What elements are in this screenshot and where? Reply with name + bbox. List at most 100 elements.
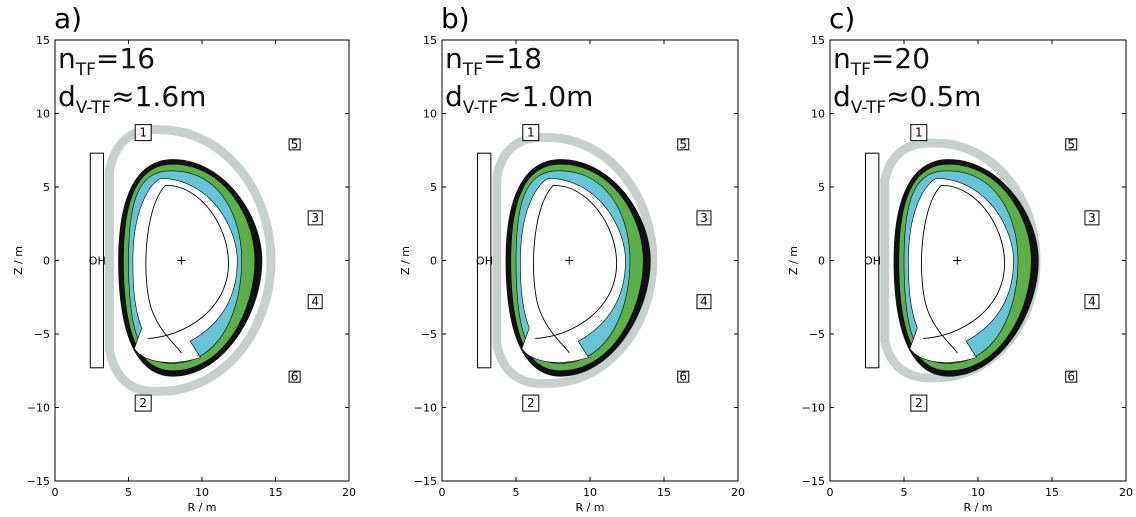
x-tick-label: 20 <box>731 486 745 499</box>
pf-coil-label: 2 <box>139 396 147 410</box>
plasma-chamber <box>520 177 626 363</box>
y-tick-label: −10 <box>802 402 825 415</box>
panel-a: a) OH 1 2 3 4 5 6 0 5 10 15 20 15 10 5 0 −5 −10 −15 R / m Z /… <box>12 2 356 514</box>
y-tick-label: 5 <box>430 181 437 194</box>
y-tick-label: 15 <box>36 34 50 47</box>
oh-solenoid <box>865 152 880 369</box>
y-axis-label: Z / m <box>399 246 412 275</box>
pf-coil-label: 6 <box>291 370 299 384</box>
n-subscript: TF <box>75 60 96 80</box>
oh-label: OH <box>864 255 881 268</box>
panel-label: c) <box>829 2 855 35</box>
y-tick-label: 0 <box>818 255 825 268</box>
y-tick-label: 15 <box>423 34 437 47</box>
x-tick-label: 15 <box>1045 486 1059 499</box>
pf-coil-label: 2 <box>527 396 535 410</box>
n-subscript: TF <box>462 60 483 80</box>
x-axis-label: R / m <box>575 501 604 514</box>
pf-coil-2 <box>910 394 928 412</box>
n-tf-annotation: nTF=20 <box>833 42 930 80</box>
pf-coil-1 <box>910 124 928 142</box>
pf-coil-label: 4 <box>311 295 319 309</box>
y-tick-label: −5 <box>809 328 825 341</box>
x-axis-label: R / m <box>963 501 992 514</box>
y-tick-label: 5 <box>818 181 825 194</box>
plasma-boundary <box>533 185 618 354</box>
oh-label: OH <box>476 255 493 268</box>
panel-label: a) <box>54 2 82 35</box>
tf-coil <box>492 132 658 389</box>
n-symbol: n <box>833 42 851 75</box>
pf-coil-label: 2 <box>915 396 923 410</box>
pf-coil-5 <box>288 138 301 151</box>
n-value: =18 <box>483 42 542 75</box>
pf-coil-label: 5 <box>291 137 299 151</box>
y-tick-label: 0 <box>430 255 437 268</box>
pf-coil-label: 1 <box>915 126 923 140</box>
d-symbol: d <box>58 80 76 113</box>
n-subscript: TF <box>850 60 871 80</box>
x-tick-label: 10 <box>583 486 597 499</box>
n-value: =16 <box>96 42 155 75</box>
oh-solenoid <box>477 152 492 369</box>
plasma-chamber <box>132 177 238 363</box>
plasma-chamber <box>908 177 1014 363</box>
y-tick-label: −15 <box>27 475 50 488</box>
y-tick-label: 10 <box>423 108 437 121</box>
y-tick-label: −10 <box>27 402 50 415</box>
pf-coil-label: 1 <box>527 126 535 140</box>
y-tick-label: 15 <box>811 34 825 47</box>
y-tick-label: −5 <box>34 328 50 341</box>
pf-coil-2 <box>134 394 152 412</box>
x-tick-label: 0 <box>439 486 446 499</box>
pf-coil-6 <box>677 370 690 383</box>
y-axis-label: Z / m <box>787 246 800 275</box>
x-tick-label: 15 <box>657 486 671 499</box>
y-tick-label: −5 <box>421 328 437 341</box>
oh-solenoid <box>89 152 105 369</box>
pf-coil-label: 4 <box>1088 295 1096 309</box>
x-tick-label: 10 <box>971 486 985 499</box>
pf-coil-6 <box>1065 370 1078 383</box>
pf-coil-3 <box>307 210 323 226</box>
d-vtf-annotation: dV-TF≈1.6m <box>58 80 206 118</box>
plasma-boundary <box>921 185 1006 354</box>
n-symbol: n <box>445 42 463 75</box>
pf-coil-5 <box>1065 138 1078 151</box>
d-subscript: V-TF <box>463 98 498 118</box>
x-tick-label: 15 <box>269 486 283 499</box>
pf-coil-label: 3 <box>1088 211 1096 225</box>
pf-coil-label: 3 <box>700 211 708 225</box>
d-symbol: d <box>833 80 851 113</box>
pf-coil-3 <box>1084 210 1100 226</box>
d-value: ≈1.6m <box>111 80 206 113</box>
panel-c: c) OH 1 2 3 4 5 6 0 5 10 15 20 15 10 5 0 −5 −10 −15 R / m Z /… <box>787 2 1133 514</box>
pf-coil-label: 6 <box>1067 370 1075 384</box>
x-tick-label: 5 <box>901 486 908 499</box>
pf-coil-3 <box>696 210 712 226</box>
y-tick-label: 0 <box>43 255 50 268</box>
d-vtf-annotation: dV-TF≈0.5m <box>833 80 981 118</box>
x-axis-label: R / m <box>187 501 216 514</box>
d-value: ≈1.0m <box>498 80 593 113</box>
pf-coil-1 <box>134 124 152 142</box>
pf-coil-2 <box>522 394 540 412</box>
n-value: =20 <box>871 42 930 75</box>
pf-coil-label: 4 <box>700 295 708 309</box>
x-tick-label: 20 <box>1119 486 1133 499</box>
pf-coil-label: 3 <box>311 211 319 225</box>
pf-coil-label: 5 <box>1067 137 1075 151</box>
pf-coil-6 <box>288 370 301 383</box>
pf-coil-label: 1 <box>139 126 147 140</box>
x-tick-label: 5 <box>125 486 132 499</box>
y-tick-label: −10 <box>414 402 437 415</box>
pf-coil-1 <box>522 124 540 142</box>
x-tick-label: 5 <box>513 486 520 499</box>
panel-label: b) <box>441 2 470 35</box>
pf-coil-4 <box>696 294 712 310</box>
pf-coil-4 <box>1084 294 1100 310</box>
d-subscript: V-TF <box>76 98 111 118</box>
n-symbol: n <box>58 42 76 75</box>
x-tick-label: 10 <box>195 486 209 499</box>
